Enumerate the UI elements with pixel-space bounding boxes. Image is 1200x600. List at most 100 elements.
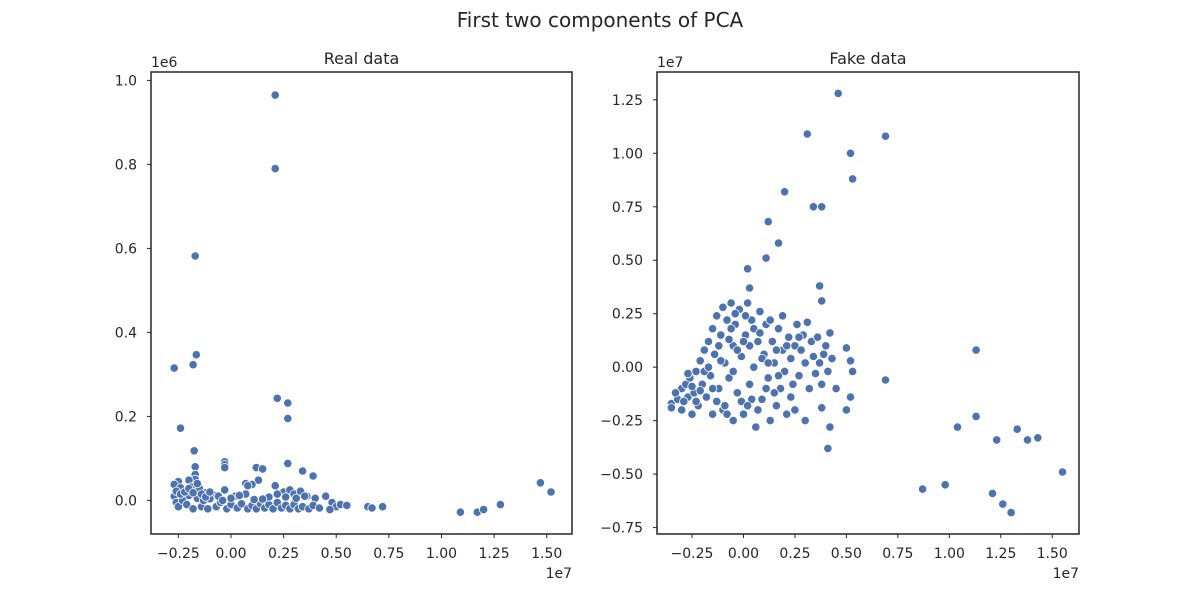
x-tick-label: 1.00 (934, 546, 965, 562)
scatter-point (253, 475, 263, 485)
scatter-point (817, 202, 827, 212)
scatter-point (790, 405, 800, 415)
scatter-point (992, 435, 1002, 445)
x-tick-label: −0.25 (671, 546, 714, 562)
scatter-point (712, 396, 722, 406)
scatter-point (765, 315, 775, 325)
subplot-title: Real data (324, 49, 400, 68)
scatter-point (701, 392, 712, 402)
scatter-point (833, 88, 843, 99)
scatter-point (841, 405, 852, 415)
scatter-point (817, 296, 827, 306)
scatter-point (880, 131, 891, 141)
scatter-point (188, 504, 198, 514)
scatter-point (300, 491, 310, 501)
scatter-point (182, 499, 192, 510)
real-data-panel: −0.25 0.00 0.25 0.50 0.75 1.00 1.25 1.50 0.0 0.2 0… (115, 49, 573, 582)
scatter-point (691, 366, 701, 376)
scatter-point (788, 379, 798, 389)
y-tick-label: 0.00 (612, 360, 643, 376)
scatter-point (763, 217, 773, 227)
scatter-point (720, 401, 730, 411)
scatter-point (998, 499, 1008, 509)
y-tick-label: 0.0 (115, 493, 137, 509)
scatter-point (763, 373, 773, 383)
scatter-point (810, 368, 821, 379)
scatter-point (722, 315, 732, 325)
scatter-point (666, 403, 677, 413)
scatter-point (794, 332, 804, 342)
scatter-point (742, 264, 753, 274)
scatter-point (755, 328, 765, 338)
scatter-point (173, 502, 183, 512)
scatter-point (765, 415, 775, 426)
scatter-point (257, 494, 268, 504)
x-tick-label: 0.25 (779, 546, 810, 562)
x-offset-label: 1e7 (1053, 566, 1079, 582)
x-tick-label: 1.00 (426, 546, 457, 562)
scatter-point (749, 362, 759, 372)
scatter-point (730, 309, 740, 319)
scatter-point (847, 174, 858, 184)
scatter-point (786, 353, 796, 364)
scatter-point (794, 371, 804, 381)
scatter-point (940, 480, 950, 490)
scatter-point (218, 495, 228, 505)
scatter-point (753, 336, 763, 347)
y-tick-label: −0.50 (600, 467, 643, 483)
scatter-point (1057, 467, 1068, 477)
scatter-point (707, 324, 718, 334)
scatter-point (188, 488, 198, 498)
scatter-point (747, 394, 757, 404)
y-tick-label: 0.50 (612, 253, 643, 269)
scatter-point (272, 393, 282, 403)
scatter-point (971, 411, 981, 421)
x-tick-label: 0.00 (728, 546, 759, 562)
y-offset-label: 1e6 (151, 55, 178, 71)
scatter-point (808, 202, 819, 212)
scatter-point (880, 375, 891, 385)
scatter-point (192, 478, 202, 489)
subplot-title: Fake data (829, 49, 906, 68)
x-tick-label: 1.50 (531, 546, 562, 562)
scatter-point (1033, 433, 1043, 443)
scatter-point (203, 504, 213, 514)
scatter-point (726, 324, 736, 334)
x-tick-label: 1.25 (985, 546, 1016, 562)
scatter-point (802, 317, 812, 327)
y-tick-label: 0.2 (115, 409, 137, 425)
scatter-point (243, 481, 253, 491)
scatter-point (757, 394, 767, 404)
scatter-point (716, 330, 726, 340)
scatter-point (736, 396, 747, 406)
scatter-point (806, 336, 817, 347)
scatter-point (782, 409, 792, 419)
x-tick-label: 0.50 (321, 546, 352, 562)
x-tick-label: 1.50 (1037, 546, 1068, 562)
scatter-point (738, 336, 749, 347)
axes-frame (656, 71, 1080, 535)
scatter-point (812, 332, 823, 342)
scatter-point (773, 238, 784, 248)
y-tick-label: 0.8 (115, 157, 137, 173)
fake-data-panel: −0.25 0.00 0.25 0.50 0.75 1.00 1.25 1.50 −0.75 −0… (600, 49, 1080, 582)
scatter-point (455, 507, 465, 517)
scatter-point (707, 409, 718, 419)
scatter-point (270, 90, 280, 100)
scatter-point (714, 341, 724, 351)
scatter-point (987, 488, 998, 498)
scatter-point (703, 336, 714, 347)
scatter-point (297, 466, 308, 476)
y-offset-label: 1e7 (657, 55, 683, 71)
scatter-point (270, 164, 280, 174)
scatter-point (845, 356, 856, 366)
scatter-point (712, 311, 722, 321)
scatter-point (495, 499, 505, 510)
y-tick-label: 1.25 (612, 93, 643, 109)
scatter-point (823, 366, 833, 376)
scatter-point (705, 371, 716, 381)
scatter-point (718, 302, 728, 312)
scatter-point (761, 383, 771, 394)
scatter-point (325, 504, 335, 515)
scatter-point (761, 253, 771, 263)
